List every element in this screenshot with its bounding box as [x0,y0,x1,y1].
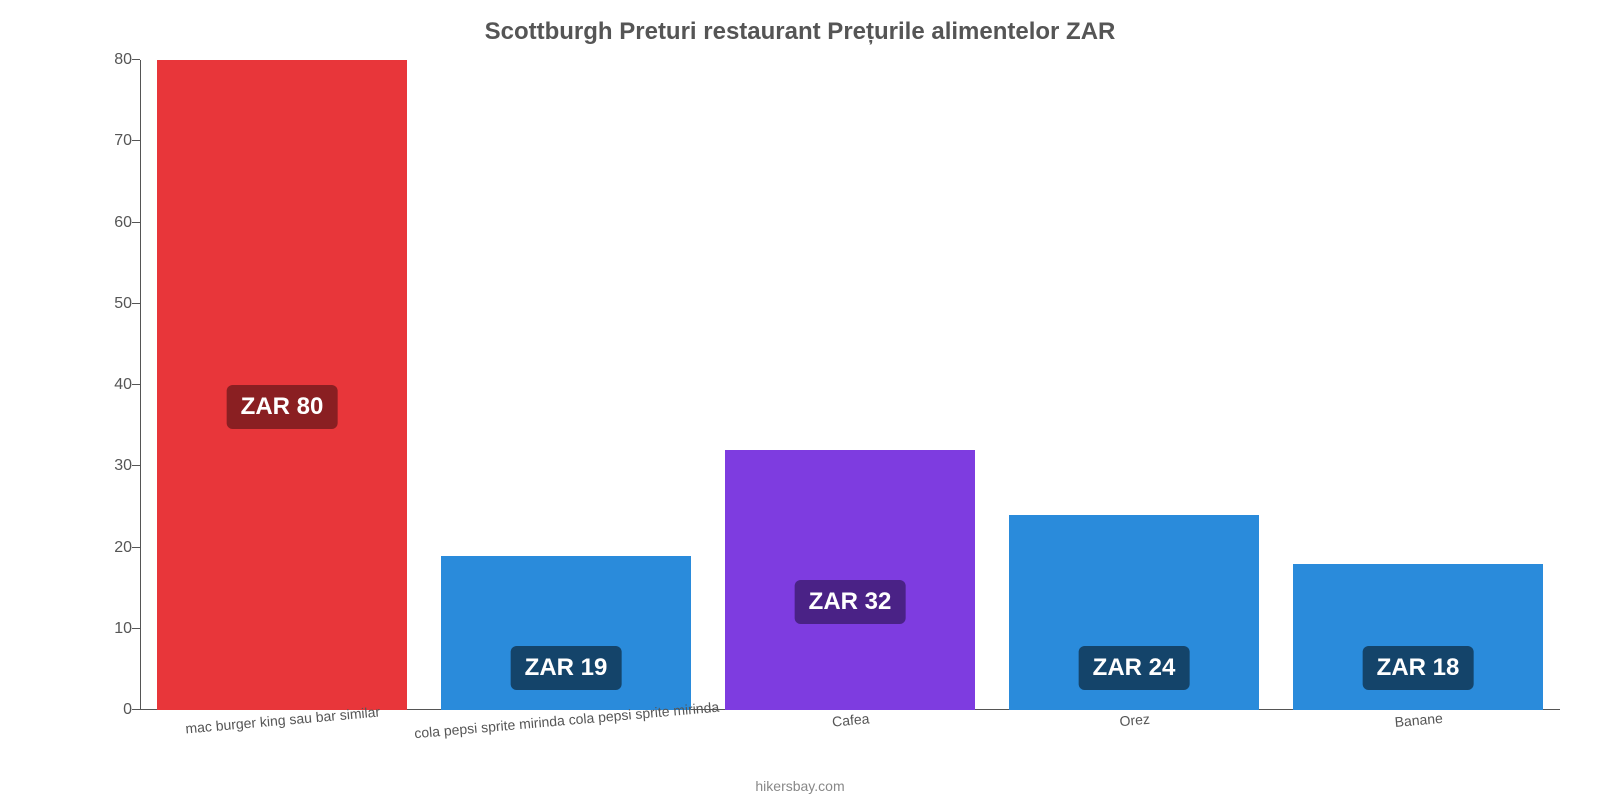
x-axis-label: Cafea [831,710,870,729]
chart-title: Scottburgh Preturi restaurant Prețurile … [0,0,1600,54]
x-label-slot: Orez [992,712,1276,752]
chart-footer: hikersbay.com [0,778,1600,794]
value-badge: ZAR 18 [1363,646,1474,690]
plot-area: 01020304050607080 ZAR 80ZAR 19ZAR 32ZAR … [140,60,1560,710]
y-tick-mark [132,384,140,385]
bar-slot: ZAR 18 [1276,60,1560,710]
y-tick-label: 40 [90,376,132,394]
x-axis-label: Orez [1119,711,1151,730]
x-axis-labels: mac burger king sau bar similarcola peps… [140,712,1560,752]
y-tick-mark [132,140,140,141]
y-tick-label: 70 [90,132,132,150]
y-tick-mark [132,222,140,223]
y-tick-mark [132,547,140,548]
y-tick-label: 10 [90,620,132,638]
bar-slot: ZAR 80 [140,60,424,710]
bar: ZAR 18 [1293,564,1543,710]
y-tick-label: 60 [90,214,132,232]
y-tick-label: 0 [90,701,132,719]
value-badge: ZAR 19 [511,646,622,690]
bar: ZAR 19 [441,556,691,710]
x-label-slot: Cafea [708,712,992,752]
x-label-slot: mac burger king sau bar similar [140,712,424,752]
value-badge: ZAR 80 [227,385,338,429]
bar: ZAR 80 [157,60,407,710]
y-axis: 01020304050607080 [90,60,140,710]
y-tick-mark [132,303,140,304]
bar-slot: ZAR 32 [708,60,992,710]
bars-container: ZAR 80 ZAR 19 ZAR 32 ZAR 24 ZAR 18 [140,60,1560,710]
y-tick-mark [132,709,140,710]
y-tick-label: 50 [90,295,132,313]
bar-slot: ZAR 19 [424,60,708,710]
bar: ZAR 24 [1009,515,1259,710]
x-label-slot: Banane [1276,712,1560,752]
value-badge: ZAR 32 [795,580,906,624]
value-badge: ZAR 24 [1079,646,1190,690]
x-label-slot: cola pepsi sprite mirinda cola pepsi spr… [424,712,708,752]
bar-slot: ZAR 24 [992,60,1276,710]
y-tick-label: 20 [90,539,132,557]
x-axis-label: Banane [1394,710,1443,730]
bar: ZAR 32 [725,450,975,710]
y-tick-mark [132,59,140,60]
y-tick-mark [132,628,140,629]
y-tick-mark [132,465,140,466]
y-tick-label: 80 [90,51,132,69]
y-tick-label: 30 [90,457,132,475]
